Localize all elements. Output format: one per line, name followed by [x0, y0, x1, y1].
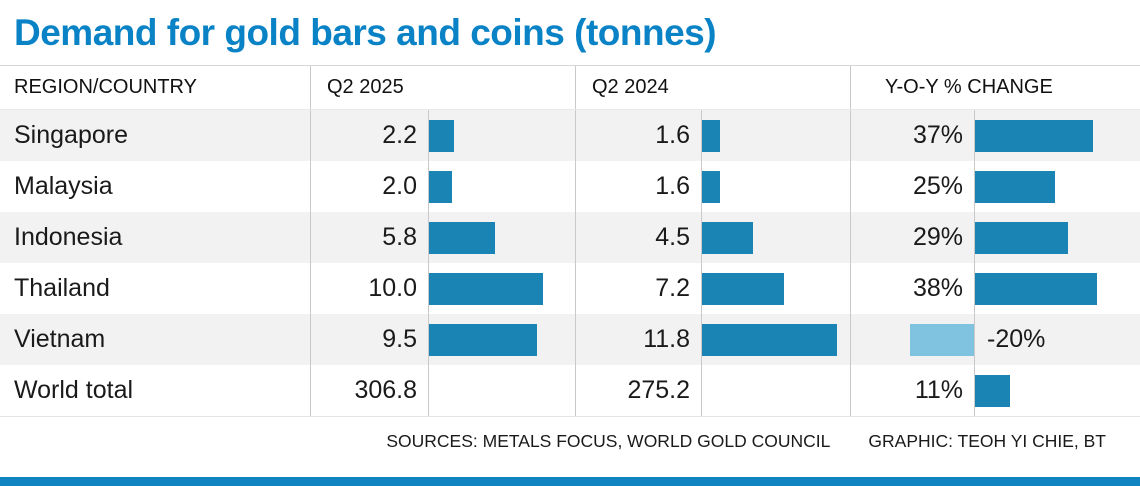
- yoy-value-zone: 29%: [912, 223, 963, 251]
- bar-zone: -20%: [974, 314, 1140, 365]
- bar-zone: [428, 263, 575, 314]
- table-header-row: REGION/COUNTRY Q2 2025 Q2 2024 Y-O-Y % C…: [0, 65, 1140, 110]
- bar-zone: [701, 263, 850, 314]
- yoy-bar: [975, 221, 1068, 254]
- region-name: World total: [14, 376, 134, 404]
- q2-2024-bar: [702, 119, 720, 152]
- table-row: World total 306.8 275.2 11%: [0, 365, 1140, 416]
- q2-2025-cell: 306.8: [310, 365, 575, 416]
- bar-zone: [974, 263, 1140, 314]
- q2-2025-value: 306.8: [354, 376, 417, 404]
- yoy-negative-bar: [910, 323, 974, 356]
- yoy-value-zone: 37%: [912, 121, 963, 149]
- bar-zone: [974, 365, 1140, 416]
- table-row: Indonesia 5.8 4.5 29%: [0, 212, 1140, 263]
- table-row: Vietnam 9.5 11.8 -20%: [0, 314, 1140, 365]
- region-name: Vietnam: [14, 325, 106, 353]
- bottom-accent-strip: [0, 477, 1140, 486]
- region-name: Indonesia: [14, 223, 123, 251]
- table-row: Thailand 10.0 7.2 38%: [0, 263, 1140, 314]
- q2-2025-bar: [429, 323, 537, 356]
- bar-zone: [701, 110, 850, 161]
- yoy-cell: 25%: [850, 161, 1140, 212]
- yoy-value-zone: 38%: [912, 274, 963, 302]
- column-header-region: REGION/COUNTRY: [14, 76, 197, 98]
- yoy-cell: -20%: [850, 314, 1140, 365]
- q2-2025-bar: [429, 221, 495, 254]
- q2-2025-value: 2.0: [382, 172, 417, 200]
- q2-2024-value: 11.8: [643, 325, 690, 353]
- yoy-value: -20%: [987, 325, 1046, 353]
- table-body: Singapore 2.2 1.6 37% Malaysia 2.0 1.6 25% Indon…: [0, 110, 1140, 416]
- bar-zone: [428, 365, 575, 416]
- bar-zone: [701, 314, 850, 365]
- q2-2025-cell: 2.0: [310, 161, 575, 212]
- q2-2024-value: 275.2: [627, 376, 690, 404]
- footer: SOURCES: METALS FOCUS, WORLD GOLD COUNCI…: [0, 431, 1140, 452]
- page-title: Demand for gold bars and coins (tonnes): [14, 12, 717, 53]
- bar-zone: [974, 110, 1140, 161]
- bar-zone: [701, 365, 850, 416]
- q2-2025-value: 9.5: [382, 325, 417, 353]
- q2-2024-cell: 1.6: [575, 161, 850, 212]
- q2-2024-cell: 4.5: [575, 212, 850, 263]
- graphic-credit: GRAPHIC: TEOH YI CHIE, BT: [868, 431, 1106, 451]
- q2-2024-cell: 7.2: [575, 263, 850, 314]
- bar-zone: [701, 161, 850, 212]
- data-table: REGION/COUNTRY Q2 2025 Q2 2024 Y-O-Y % C…: [0, 65, 1140, 417]
- q2-2025-bar: [429, 170, 452, 203]
- yoy-cell: 37%: [850, 110, 1140, 161]
- column-header-q2-2024: Q2 2024: [575, 66, 850, 109]
- yoy-value-zone: 11%: [914, 376, 963, 404]
- bar-zone: [428, 161, 575, 212]
- q2-2024-cell: 11.8: [575, 314, 850, 365]
- yoy-cell: 11%: [850, 365, 1140, 416]
- yoy-value-zone: 25%: [912, 172, 963, 200]
- q2-2024-cell: 275.2: [575, 365, 850, 416]
- q2-2025-value: 2.2: [382, 121, 417, 149]
- q2-2025-bar: [429, 119, 454, 152]
- q2-2025-bar: [429, 272, 543, 305]
- q2-2024-cell: 1.6: [575, 110, 850, 161]
- yoy-value-zone: [851, 314, 974, 365]
- region-name: Singapore: [14, 121, 128, 149]
- bar-zone: [701, 212, 850, 263]
- q2-2024-value: 4.5: [655, 223, 690, 251]
- bar-zone: [428, 110, 575, 161]
- yoy-bar: [975, 170, 1055, 203]
- yoy-bar: [975, 374, 1010, 407]
- bar-zone: [428, 314, 575, 365]
- column-header-yoy: Y-O-Y % CHANGE: [850, 66, 1140, 109]
- region-name: Thailand: [14, 274, 110, 302]
- yoy-cell: 29%: [850, 212, 1140, 263]
- q2-2025-cell: 2.2: [310, 110, 575, 161]
- bar-zone: [974, 212, 1140, 263]
- table-row: Singapore 2.2 1.6 37%: [0, 110, 1140, 161]
- q2-2025-value: 5.8: [382, 223, 417, 251]
- q2-2025-cell: 10.0: [310, 263, 575, 314]
- q2-2025-cell: 5.8: [310, 212, 575, 263]
- q2-2025-value: 10.0: [368, 274, 417, 302]
- column-header-q2-2025: Q2 2025: [310, 66, 575, 109]
- sources-credit: SOURCES: METALS FOCUS, WORLD GOLD COUNCI…: [386, 431, 831, 451]
- q2-2025-cell: 9.5: [310, 314, 575, 365]
- region-name: Malaysia: [14, 172, 113, 200]
- q2-2024-bar: [702, 221, 753, 254]
- q2-2024-bar: [702, 323, 837, 356]
- q2-2024-bar: [702, 272, 784, 305]
- yoy-bar: [975, 272, 1097, 305]
- q2-2024-value: 1.6: [655, 172, 690, 200]
- bar-zone: [974, 161, 1140, 212]
- table-row: Malaysia 2.0 1.6 25%: [0, 161, 1140, 212]
- q2-2024-value: 7.2: [655, 274, 690, 302]
- q2-2024-value: 1.6: [655, 121, 690, 149]
- q2-2024-bar: [702, 170, 720, 203]
- yoy-bar: [975, 119, 1093, 152]
- yoy-cell: 38%: [850, 263, 1140, 314]
- bar-zone: [428, 212, 575, 263]
